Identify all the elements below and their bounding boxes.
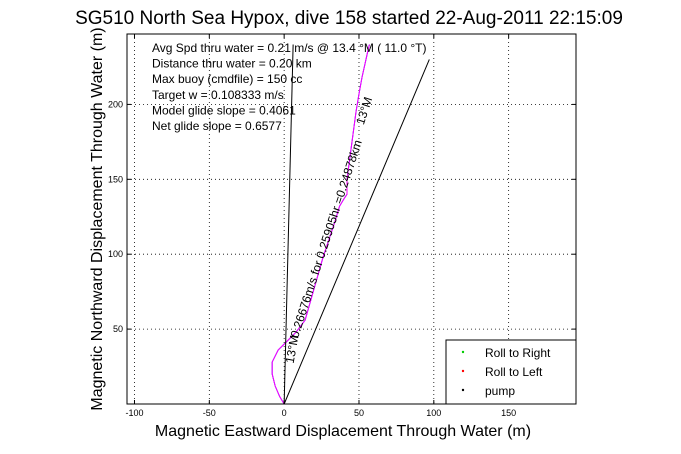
annotation-line: Max buoy (cmdfile) = 150 cc	[152, 72, 302, 86]
y-axis-label: Magnetic Northward Displacement Through …	[89, 27, 106, 410]
annotations-group: Avg Spd thru water = 0.21 m/s @ 13.4 °M …	[152, 41, 426, 133]
legend-label: Roll to Right	[485, 346, 551, 360]
series-line-2	[283, 44, 294, 405]
legend-label: Roll to Left	[485, 365, 543, 379]
legend-label: pump	[485, 384, 515, 398]
series-line-3	[283, 59, 430, 405]
annotation-line: Avg Spd thru water = 0.21 m/s @ 13.4 °M …	[152, 41, 426, 55]
y-tick-label: 200	[108, 99, 123, 109]
axes-frame	[126, 33, 577, 405]
legend-marker	[461, 369, 465, 373]
y-tick-label: 150	[108, 174, 123, 184]
x-tick-label: 50	[354, 408, 364, 418]
track-label: 13°M	[353, 95, 375, 126]
x-axis-label: Magnetic Eastward Displacement Through W…	[155, 423, 531, 440]
annotation-line: Net glide slope = 0.6577	[152, 119, 282, 133]
x-tick-label: -50	[203, 408, 216, 418]
series-line-1	[271, 44, 370, 405]
track-label: 13°M	[283, 334, 302, 364]
legend-marker	[461, 350, 465, 354]
chart-title: SG510 North Sea Hypox, dive 158 started …	[75, 8, 623, 29]
x-tick-label: 0	[282, 408, 287, 418]
x-tick-label: -100	[125, 408, 143, 418]
y-tick-label: 50	[113, 324, 123, 334]
annotation-line: Target w = 0.108333 m/s	[152, 88, 284, 102]
x-tick-label: 100	[426, 408, 441, 418]
track-labels-group: 0.26676m/s for 0.25905hr =0.24878km13°M1…	[283, 95, 375, 364]
legend-box	[445, 339, 577, 405]
grid-lines	[127, 34, 576, 404]
annotation-line: Model glide slope = 0.4061	[152, 103, 296, 117]
legend-marker	[461, 388, 465, 392]
legend: Roll to Right Roll to Left pump	[445, 339, 577, 405]
x-tick-label: 150	[501, 408, 516, 418]
y-tick-label: 100	[108, 249, 123, 259]
series-group	[271, 44, 430, 405]
annotation-line: Distance thru water = 0.20 km	[152, 57, 312, 71]
